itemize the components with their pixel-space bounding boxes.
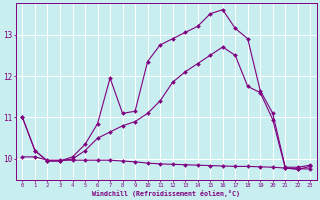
X-axis label: Windchill (Refroidissement éolien,°C): Windchill (Refroidissement éolien,°C) <box>92 190 240 197</box>
